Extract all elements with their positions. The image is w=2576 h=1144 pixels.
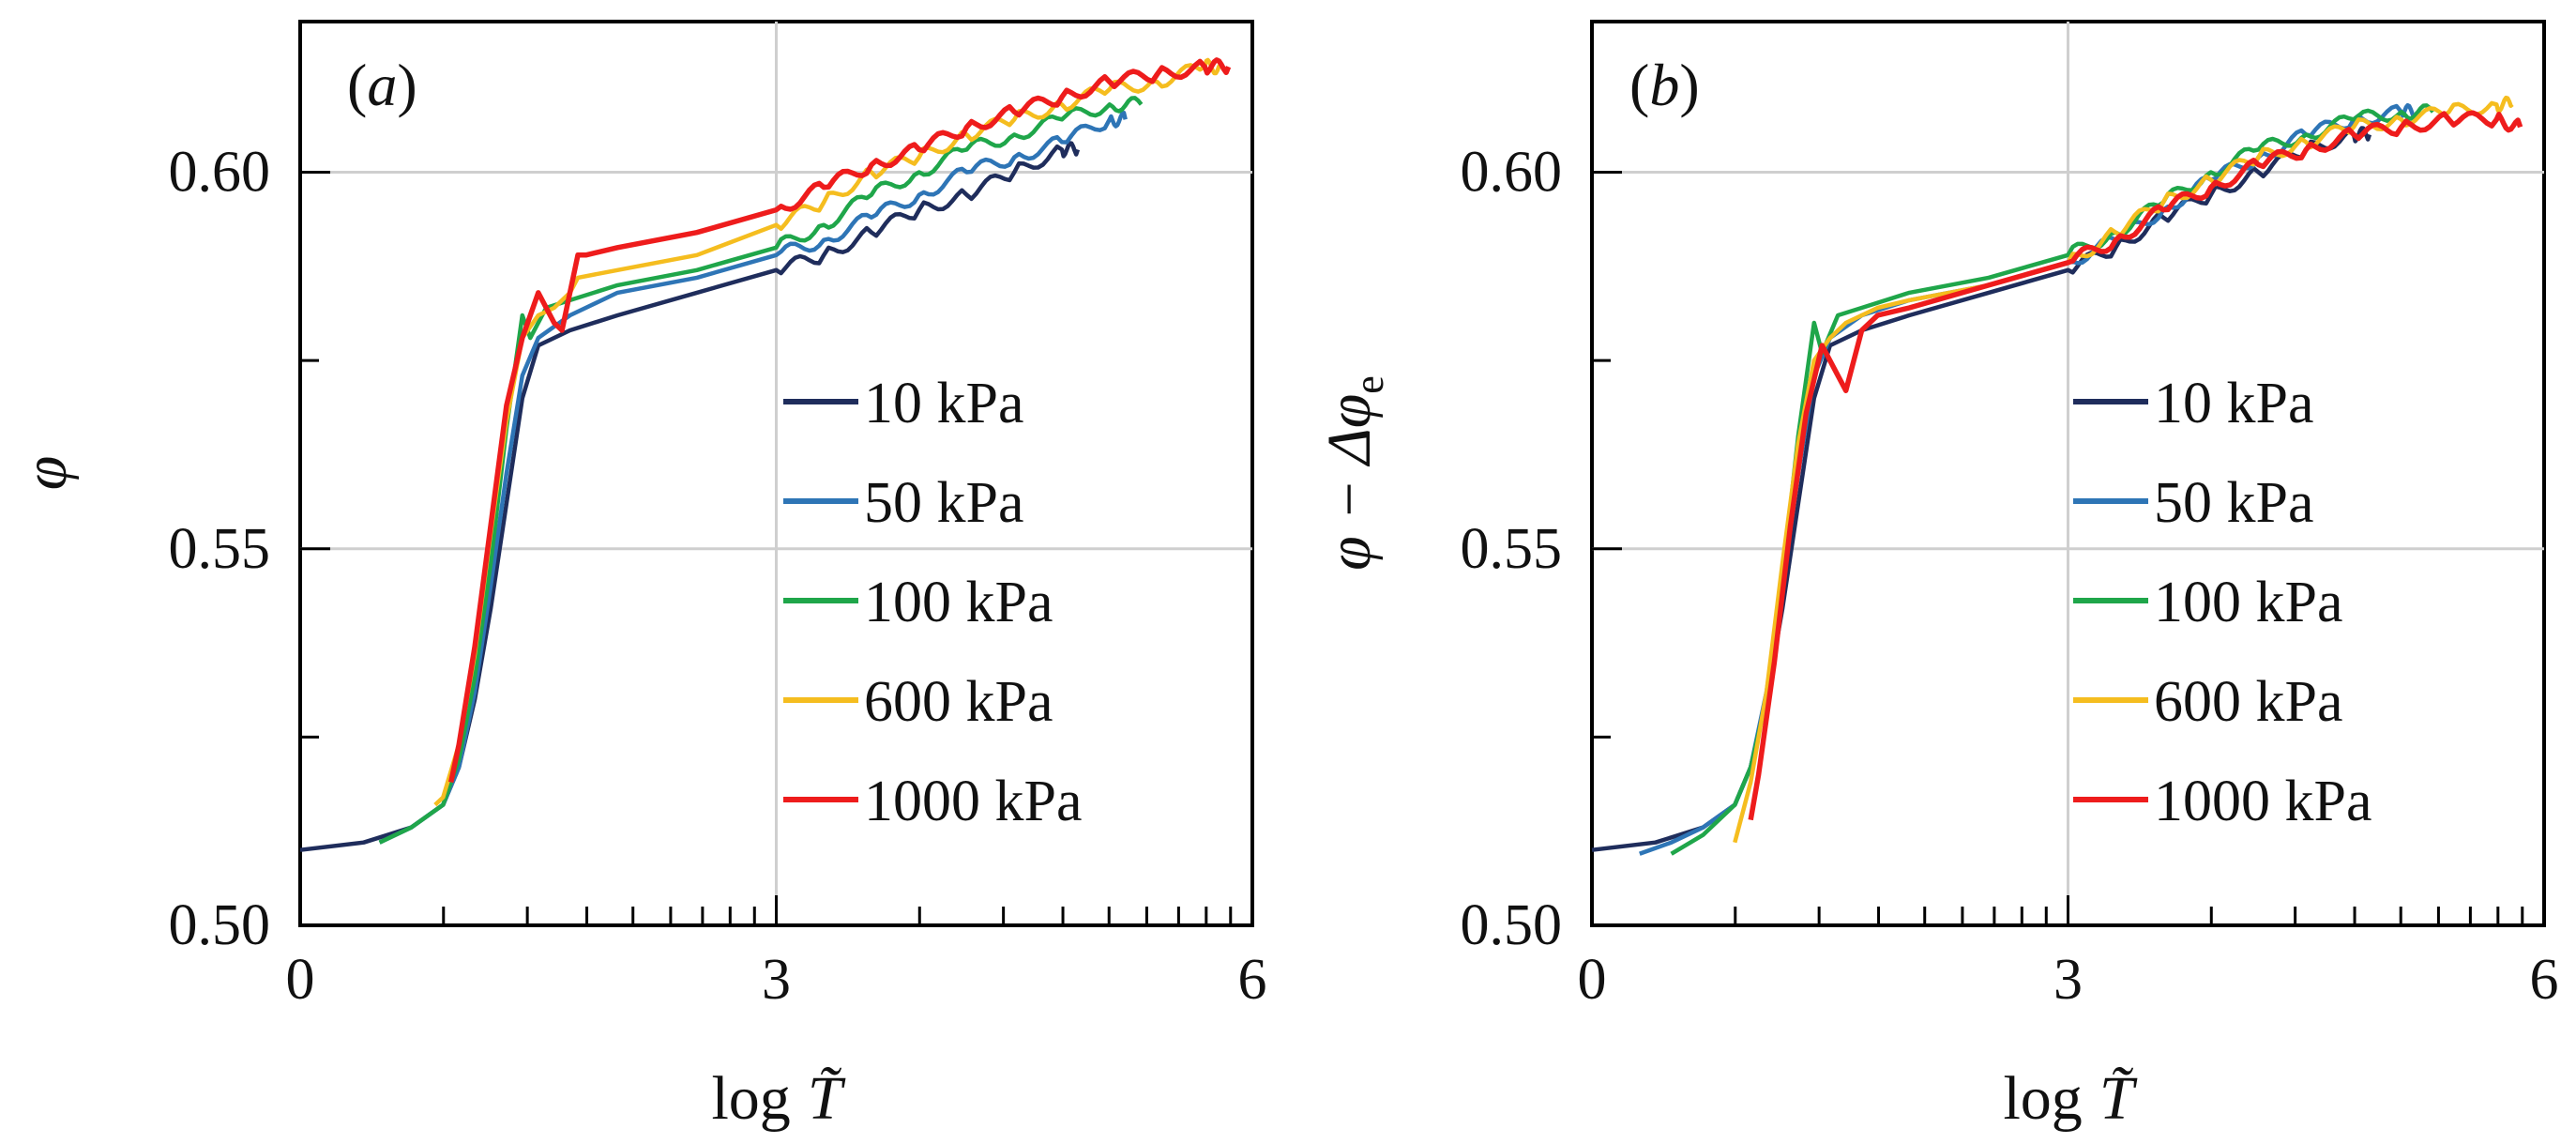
panel-b-series <box>1591 95 2523 856</box>
legend-label: 100 kPa <box>864 571 1053 634</box>
panel-a: 0 3 6 0.50 0.55 0.60 (a) log T̃ φ 10 kPa 50 kP… <box>11 20 1267 1133</box>
legend-label: 600 kPa <box>864 670 1053 734</box>
panel-b-y-tick-labels: 0.50 0.55 0.60 <box>1461 141 1563 958</box>
legend-label: 10 kPa <box>2154 372 2314 435</box>
panel-a-x-tick-labels: 0 3 6 <box>286 948 1267 1012</box>
legend-label: 1000 kPa <box>864 770 1083 833</box>
x-tick-label: 6 <box>1238 948 1267 1012</box>
panel-b-major-ticks <box>1590 171 2546 927</box>
panel-b-x-tick-labels: 0 3 6 <box>1578 948 2559 1012</box>
panel-b-legend: 10 kPa 50 kPa 100 kPa 600 kPa 1000 kPa <box>2073 372 2372 833</box>
x-tick-label: 3 <box>762 948 791 1012</box>
y-tick-label: 0.55 <box>1461 517 1563 581</box>
series-line-100-kpa <box>1670 103 2435 856</box>
y-tick-label: 0.60 <box>169 141 271 205</box>
x-tick-label: 0 <box>286 948 315 1012</box>
y-tick-label: 0.50 <box>169 893 271 957</box>
panel-b-grid <box>1592 22 2544 925</box>
y-tick-label: 0.60 <box>1461 141 1563 205</box>
panel-a-grid <box>300 22 1252 925</box>
x-tick-label: 3 <box>2053 948 2083 1012</box>
panel-b-minor-ticks <box>1592 358 2524 925</box>
panel-a-y-tick-labels: 0.50 0.55 0.60 <box>169 141 271 958</box>
panel-a-legend: 10 kPa 50 kPa 100 kPa 600 kPa 1000 kPa <box>783 372 1083 833</box>
panel-a-y-axis-title: φ <box>11 456 80 491</box>
panel-b-y-axis-title: φ − Δφe <box>1315 375 1392 571</box>
legend-label: 10 kPa <box>864 372 1024 435</box>
panel-a-x-axis-title: log T̃ <box>711 1064 845 1133</box>
series-line-50-kpa <box>378 110 1128 845</box>
panel-b: 0 3 6 0.50 0.55 0.60 (b) log T̃ φ − Δφe 10 kP… <box>1315 20 2559 1133</box>
y-tick-label: 0.50 <box>1461 893 1563 957</box>
x-tick-label: 0 <box>1578 948 1607 1012</box>
legend-label: 50 kPa <box>864 471 1024 535</box>
series-line-600-kpa <box>1733 95 2514 844</box>
legend-label: 100 kPa <box>2154 571 2343 634</box>
panel-a-series <box>299 57 1232 852</box>
series-line-10-kpa <box>299 141 1081 852</box>
series-line-1000-kpa <box>1748 110 2523 821</box>
series-line-100-kpa <box>378 96 1144 845</box>
panel-a-label: (a) <box>347 52 417 118</box>
legend-label: 600 kPa <box>2154 670 2343 734</box>
panel-a-major-ticks <box>298 171 1254 927</box>
legend-label: 1000 kPa <box>2154 770 2372 833</box>
x-tick-label: 6 <box>2530 948 2559 1012</box>
panel-b-label: (b) <box>1629 52 1700 118</box>
series-line-1000-kpa <box>448 57 1232 784</box>
legend-label: 50 kPa <box>2154 471 2314 535</box>
panel-a-minor-ticks <box>300 358 1233 925</box>
y-tick-label: 0.55 <box>169 517 271 581</box>
panel-b-x-axis-title: log T̃ <box>2003 1064 2137 1133</box>
